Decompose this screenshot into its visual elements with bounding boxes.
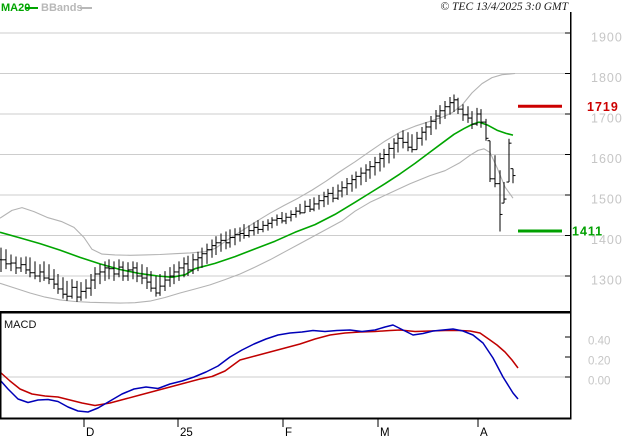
right-axis-line <box>570 12 572 420</box>
price-axis-label: 1300 <box>591 274 623 288</box>
price-axis-label: 1900 <box>591 31 623 45</box>
bbands-line-swatch-icon <box>80 7 92 9</box>
time-axis-label: F <box>285 427 292 439</box>
macd-axis-label: 0.40 <box>588 336 610 348</box>
macd-axis-label: 0.20 <box>588 356 610 368</box>
copyright-timestamp: © TEC 13/4/2025 3:0 GMT <box>440 1 568 13</box>
price-axis-label: 1400 <box>591 233 623 247</box>
support-level-label: 1411 <box>572 225 603 239</box>
macd-line <box>0 324 519 413</box>
price-axis-label: 1500 <box>591 193 623 207</box>
price-axis-label: 1700 <box>591 112 623 126</box>
legend-bbands-label: BBands <box>41 2 83 14</box>
ma20-line <box>0 121 514 279</box>
panel-separator-line <box>0 311 570 314</box>
price-axis-label: 1600 <box>591 152 623 166</box>
time-axis-label: M <box>380 427 390 439</box>
bb-lower-line <box>0 148 514 304</box>
price-axis-label: 1800 <box>591 71 623 85</box>
resistance-level-label: 1719 <box>587 100 619 114</box>
time-axis-label: D <box>86 427 94 439</box>
macd-axis-label: 0.00 <box>588 376 610 388</box>
ma20-line-swatch-icon <box>26 7 38 9</box>
legend-ma20-label: MA20 <box>1 2 31 14</box>
bottom-axis-line <box>0 417 570 420</box>
time-axis-label: 25 <box>180 427 193 439</box>
macd-panel-label: MACD <box>4 319 37 331</box>
macd-left-border <box>0 313 2 418</box>
time-axis-label: A <box>480 427 488 439</box>
